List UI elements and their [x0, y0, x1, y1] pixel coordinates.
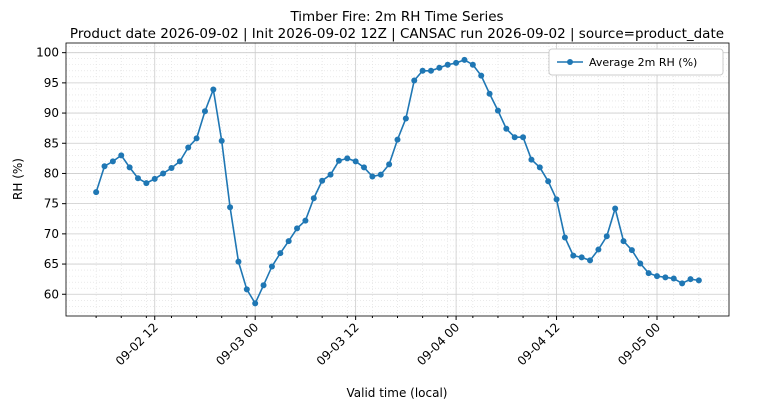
point [109, 158, 116, 165]
point [210, 86, 217, 93]
point [126, 164, 133, 171]
point [587, 257, 594, 264]
x-tick-label: 09-05 00 [615, 320, 663, 368]
x-tick-label: 09-04 12 [515, 320, 563, 368]
point [285, 238, 292, 245]
point [511, 134, 518, 141]
point [436, 64, 443, 71]
point [335, 157, 342, 164]
x-tick-label: 09-04 00 [414, 320, 462, 368]
point [654, 273, 661, 280]
point [344, 155, 351, 162]
point [469, 61, 476, 68]
point [461, 56, 468, 63]
point [536, 164, 543, 171]
point [101, 163, 108, 170]
y-tick-label: 80 [44, 166, 59, 180]
point [419, 67, 426, 74]
chart-subtitle: Product date 2026-09-02 | Init 2026-09-0… [70, 26, 724, 42]
point [444, 61, 451, 68]
plot-frame [65, 42, 730, 317]
x-tick-label: 09-02 12 [113, 320, 161, 368]
y-tick-label: 75 [44, 197, 59, 211]
point [235, 258, 242, 265]
point [553, 196, 560, 203]
point [561, 234, 568, 241]
point [402, 115, 409, 122]
y-axis-label: RH (%) [11, 158, 25, 200]
point [302, 217, 309, 224]
point [545, 178, 552, 185]
point [570, 252, 577, 259]
point [361, 164, 368, 171]
point [411, 77, 418, 84]
point [310, 195, 317, 202]
y-tick-label: 60 [44, 287, 59, 301]
chart-title: Timber Fire: 2m RH Time Series [289, 9, 503, 25]
point [151, 175, 158, 182]
point [118, 152, 125, 159]
point [520, 134, 527, 141]
point [294, 225, 301, 232]
y-tick-label: 100 [36, 46, 59, 60]
point [260, 282, 267, 289]
point [494, 107, 501, 114]
point [620, 238, 627, 245]
point [670, 275, 677, 282]
point [687, 276, 694, 283]
point [369, 173, 376, 180]
point [134, 175, 141, 182]
point [185, 144, 192, 151]
point [352, 158, 359, 165]
point [695, 277, 702, 284]
point [160, 170, 167, 177]
point [645, 270, 652, 277]
point [478, 72, 485, 79]
point [168, 165, 175, 172]
point [277, 250, 284, 257]
legend-marker [567, 59, 573, 65]
point [595, 246, 602, 253]
point [528, 156, 535, 163]
point [662, 274, 669, 281]
point [486, 90, 493, 97]
point [327, 171, 334, 178]
point [503, 125, 510, 132]
point [176, 158, 183, 165]
point [243, 286, 250, 293]
point [268, 263, 275, 270]
point [637, 260, 644, 267]
point [612, 205, 619, 212]
point [227, 204, 234, 211]
legend-label: Average 2m RH (%) [589, 56, 697, 69]
point [319, 177, 326, 184]
point [143, 180, 150, 187]
point [252, 300, 259, 307]
point [427, 67, 434, 74]
point [603, 233, 610, 240]
point [377, 171, 384, 178]
point [201, 108, 208, 115]
x-tick-label: 09-03 00 [213, 320, 261, 368]
x-axis-label: Valid time (local) [347, 386, 448, 400]
legend-box [548, 48, 724, 76]
point [453, 59, 460, 66]
y-tick-label: 70 [44, 227, 59, 241]
y-tick-label: 90 [44, 106, 59, 120]
point [679, 280, 686, 287]
point [628, 247, 635, 254]
point [93, 189, 100, 196]
point [193, 135, 200, 142]
point [386, 161, 393, 168]
y-tick-label: 65 [44, 257, 59, 271]
point [394, 136, 401, 143]
point [218, 137, 225, 144]
x-tick-label: 09-03 12 [314, 320, 362, 368]
y-tick-label: 85 [44, 136, 59, 150]
y-tick-label: 95 [44, 76, 59, 90]
point [578, 254, 585, 261]
